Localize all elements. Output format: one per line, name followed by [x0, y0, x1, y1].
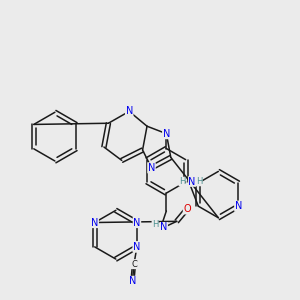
Text: N: N [160, 222, 168, 232]
Text: N: N [91, 218, 98, 227]
Text: N: N [133, 242, 141, 252]
Text: H: H [179, 177, 185, 186]
Text: N: N [133, 218, 141, 227]
Text: H: H [196, 177, 202, 186]
Text: N: N [235, 201, 242, 211]
Text: O: O [183, 204, 191, 214]
Text: C: C [131, 260, 137, 268]
Text: N: N [188, 176, 196, 187]
Text: N: N [148, 163, 155, 173]
Text: N: N [125, 106, 133, 116]
Text: N: N [163, 129, 170, 139]
Text: H: H [152, 220, 158, 230]
Text: N: N [133, 242, 141, 252]
Text: N: N [129, 276, 136, 286]
